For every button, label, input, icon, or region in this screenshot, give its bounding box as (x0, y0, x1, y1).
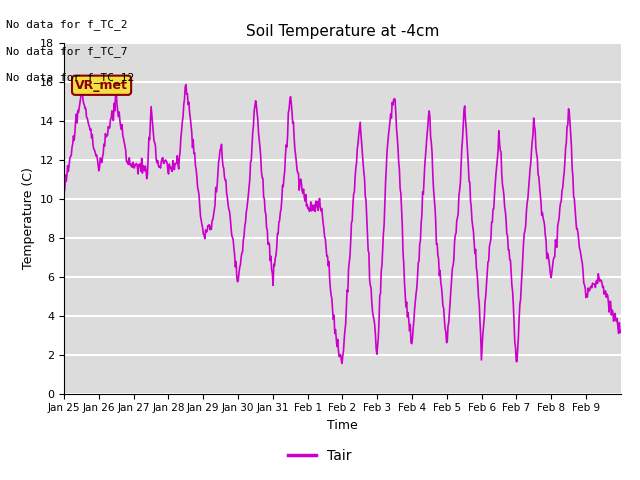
X-axis label: Time: Time (327, 419, 358, 432)
Text: No data for f_TC_12: No data for f_TC_12 (6, 72, 134, 83)
Legend: Tair: Tair (283, 443, 357, 468)
Text: No data for f_TC_2: No data for f_TC_2 (6, 19, 128, 30)
Text: No data for f_TC_7: No data for f_TC_7 (6, 46, 128, 57)
Y-axis label: Temperature (C): Temperature (C) (22, 168, 35, 269)
Title: Soil Temperature at -4cm: Soil Temperature at -4cm (246, 24, 439, 39)
Text: VR_met: VR_met (75, 79, 128, 92)
